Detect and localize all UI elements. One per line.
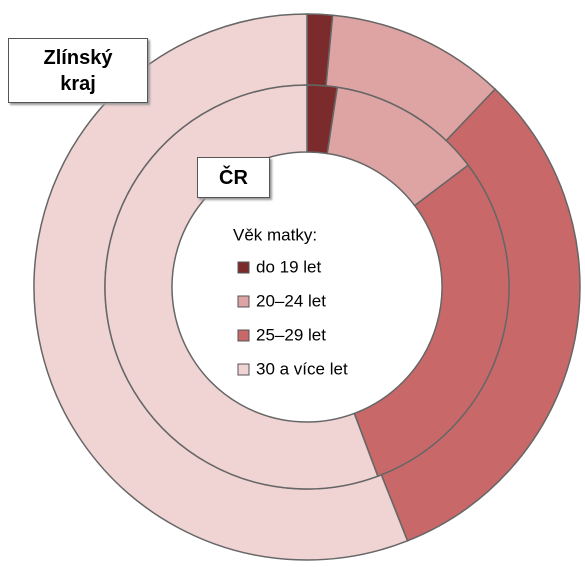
legend-label: 25–29 let: [256, 325, 326, 344]
legend-swatch: [237, 363, 250, 376]
legend-swatch: [237, 261, 250, 274]
inner-ring-label: ČR: [197, 157, 270, 198]
legend-label: do 19 let: [256, 257, 321, 276]
legend-label: 20–24 let: [256, 291, 326, 310]
legend-swatch: [237, 329, 250, 342]
legend-title: Věk matky:: [233, 225, 317, 244]
outer-ring-label: Zlínský kraj: [8, 38, 148, 103]
legend-swatch: [237, 295, 250, 308]
ring-segment: [104, 84, 379, 490]
ring-segment: [353, 164, 510, 478]
legend-label: 30 a více let: [256, 359, 348, 378]
